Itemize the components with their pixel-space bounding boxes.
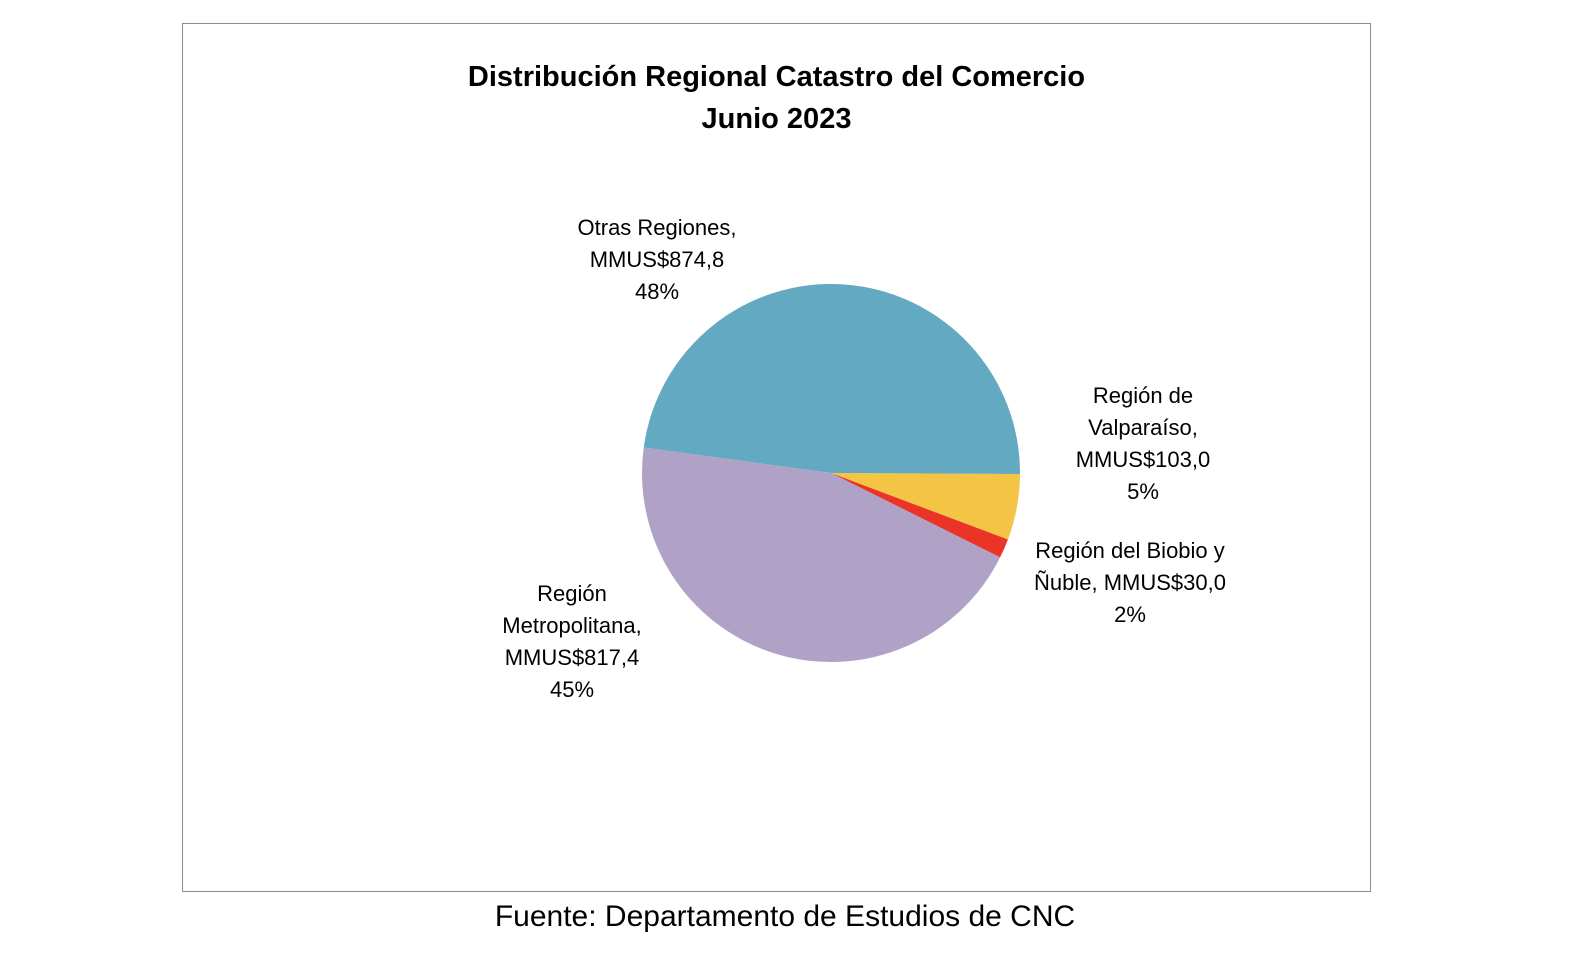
label-valparaiso-value: MMUS$103,0 [1075, 447, 1211, 472]
label-metropolitana-value: MMUS$817,4 [504, 645, 640, 670]
label-biobio: Región del Biobio y Ñuble, MMUS$30,0 2% [1010, 535, 1250, 631]
label-metropolitana-name-1: Región [537, 581, 607, 606]
label-valparaiso-percent: 5% [1127, 479, 1159, 504]
chart-title: Distribución Regional Catastro del Comer… [182, 56, 1371, 140]
chart-title-line: Distribución Regional Catastro del Comer… [467, 61, 1086, 93]
slice-metropolitana [642, 447, 1001, 663]
label-metropolitana-name-2: Metropolitana, [502, 613, 642, 638]
label-valparaiso: Región de Valparaíso, MMUS$103,0 5% [1033, 380, 1253, 508]
source-note: Fuente: Departamento de Estudios de CNC [494, 900, 1076, 933]
chart-subtitle: Junio 2023 [701, 103, 852, 135]
label-otras-name: Otras Regiones, [577, 215, 737, 240]
label-otras-regiones: Otras Regiones, MMUS$874,8 48% [537, 212, 777, 308]
label-biobio-value: Ñuble, MMUS$30,0 [1034, 570, 1226, 595]
label-otras-value: MMUS$874,8 [589, 247, 725, 272]
slice-otras-regiones [643, 283, 1020, 474]
label-otras-percent: 48% [634, 279, 680, 304]
slice-valparaiso [831, 473, 1020, 540]
slice-biobio-nuble [831, 473, 1008, 558]
label-metropolitana: Región Metropolitana, MMUS$817,4 45% [462, 578, 682, 706]
label-biobio-percent: 2% [1114, 602, 1146, 627]
label-biobio-name: Región del Biobio y [1035, 538, 1225, 563]
label-metropolitana-percent: 45% [549, 677, 595, 702]
label-valparaiso-name-2: Valparaíso, [1088, 415, 1198, 440]
label-valparaiso-name-1: Región de [1092, 383, 1194, 408]
